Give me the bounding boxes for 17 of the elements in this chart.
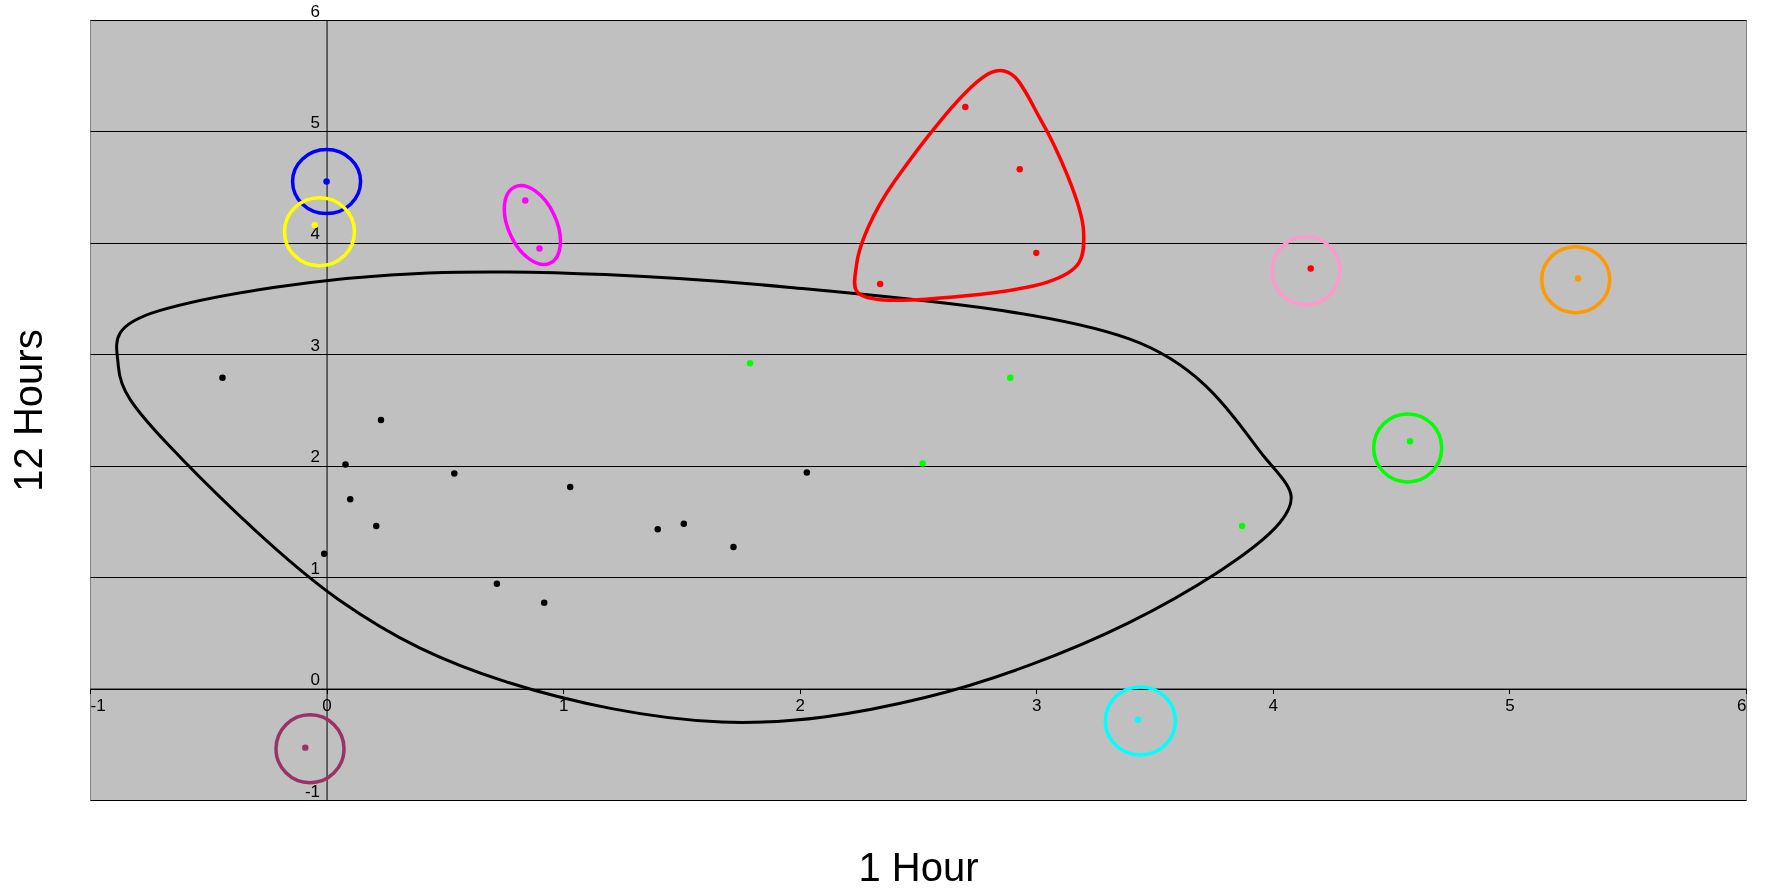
y-tick-label: 5 — [310, 112, 321, 132]
x-tick-label: 4 — [1268, 696, 1279, 716]
x-tick-label: -1 — [90, 696, 106, 716]
y-tick-label: 2 — [310, 447, 321, 467]
x-tick-label: 3 — [1032, 696, 1042, 716]
x-tick-label: 1 — [558, 696, 569, 716]
x-tick-label: 6 — [1737, 696, 1747, 716]
y-axis-title: 12 Hours — [6, 329, 51, 492]
x-tick-label: 2 — [795, 696, 805, 716]
x-axis-title: 1 Hour — [858, 844, 979, 889]
x-tick-label: 5 — [1505, 696, 1515, 716]
y-tick-label: -1 — [304, 781, 321, 801]
y-tick-label: 4 — [310, 224, 321, 244]
y-tick-label: 1 — [310, 558, 321, 578]
y-tick-label: 0 — [310, 670, 321, 690]
y-tick-label: 3 — [310, 335, 321, 355]
y-tick-label: 6 — [310, 1, 321, 21]
